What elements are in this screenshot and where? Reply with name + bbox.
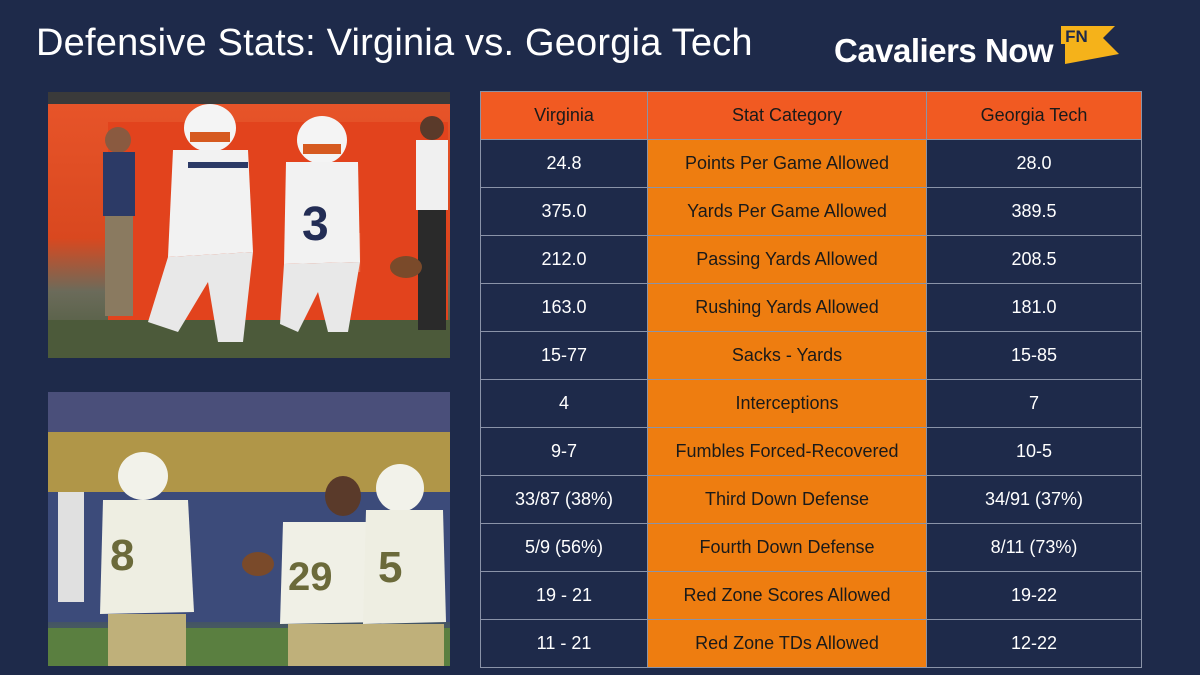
fn-badge-icon: FN bbox=[1061, 24, 1123, 64]
stat-category: Points Per Game Allowed bbox=[647, 139, 927, 188]
table-row: 15-77 Sacks - Yards 15-85 bbox=[480, 331, 1142, 380]
georgia-tech-value: 8/11 (73%) bbox=[926, 523, 1142, 572]
virginia-value: 163.0 bbox=[480, 283, 648, 332]
stat-category: Red Zone Scores Allowed bbox=[647, 571, 927, 620]
column-header-stat-category: Stat Category bbox=[647, 91, 927, 140]
column-header-georgia-tech: Georgia Tech bbox=[926, 91, 1142, 140]
georgia-tech-value: 28.0 bbox=[926, 139, 1142, 188]
virginia-value: 11 - 21 bbox=[480, 619, 648, 668]
page-title: Defensive Stats: Virginia vs. Georgia Te… bbox=[36, 22, 753, 64]
stat-category: Passing Yards Allowed bbox=[647, 235, 927, 284]
stat-category: Sacks - Yards bbox=[647, 331, 927, 380]
georgia-tech-value: 181.0 bbox=[926, 283, 1142, 332]
table-row: 33/87 (38%) Third Down Defense 34/91 (37… bbox=[480, 475, 1142, 524]
brand-logo: Cavaliers Now FN bbox=[834, 24, 1123, 70]
virginia-value: 9-7 bbox=[480, 427, 648, 476]
georgia-tech-players-photo: 8 29 5 bbox=[48, 392, 450, 666]
stat-category: Interceptions bbox=[647, 379, 927, 428]
table-row: 212.0 Passing Yards Allowed 208.5 bbox=[480, 235, 1142, 284]
stat-category: Rushing Yards Allowed bbox=[647, 283, 927, 332]
stat-category: Fourth Down Defense bbox=[647, 523, 927, 572]
georgia-tech-jersey-number-3: 5 bbox=[378, 543, 402, 592]
georgia-tech-value: 15-85 bbox=[926, 331, 1142, 380]
virginia-value: 375.0 bbox=[480, 187, 648, 236]
stat-category: Fumbles Forced-Recovered bbox=[647, 427, 927, 476]
column-header-virginia: Virginia bbox=[480, 91, 648, 140]
virginia-players-photo: arl 3 bbox=[48, 92, 450, 358]
georgia-tech-value: 34/91 (37%) bbox=[926, 475, 1142, 524]
virginia-value: 4 bbox=[480, 379, 648, 428]
georgia-tech-jersey-number-1: 8 bbox=[110, 531, 134, 580]
georgia-tech-value: 10-5 bbox=[926, 427, 1142, 476]
georgia-tech-value: 208.5 bbox=[926, 235, 1142, 284]
virginia-value: 15-77 bbox=[480, 331, 648, 380]
georgia-tech-value: 389.5 bbox=[926, 187, 1142, 236]
georgia-tech-value: 12-22 bbox=[926, 619, 1142, 668]
stat-category: Red Zone TDs Allowed bbox=[647, 619, 927, 668]
table-row: 11 - 21 Red Zone TDs Allowed 12-22 bbox=[480, 619, 1142, 668]
table-row: 163.0 Rushing Yards Allowed 181.0 bbox=[480, 283, 1142, 332]
table-row: 4 Interceptions 7 bbox=[480, 379, 1142, 428]
fn-badge-label: FN bbox=[1065, 27, 1088, 46]
virginia-value: 19 - 21 bbox=[480, 571, 648, 620]
table-row: 19 - 21 Red Zone Scores Allowed 19-22 bbox=[480, 571, 1142, 620]
table-header-row: Virginia Stat Category Georgia Tech bbox=[480, 91, 1142, 140]
virginia-value: 24.8 bbox=[480, 139, 648, 188]
table-row: 9-7 Fumbles Forced-Recovered 10-5 bbox=[480, 427, 1142, 476]
virginia-value: 212.0 bbox=[480, 235, 648, 284]
virginia-jersey-number: 3 bbox=[302, 198, 329, 251]
table-row: 375.0 Yards Per Game Allowed 389.5 bbox=[480, 187, 1142, 236]
stat-category: Yards Per Game Allowed bbox=[647, 187, 927, 236]
stat-category: Third Down Defense bbox=[647, 475, 927, 524]
georgia-tech-value: 7 bbox=[926, 379, 1142, 428]
georgia-tech-value: 19-22 bbox=[926, 571, 1142, 620]
table-row: 24.8 Points Per Game Allowed 28.0 bbox=[480, 139, 1142, 188]
virginia-value: 5/9 (56%) bbox=[480, 523, 648, 572]
table-row: 5/9 (56%) Fourth Down Defense 8/11 (73%) bbox=[480, 523, 1142, 572]
georgia-tech-jersey-number-2: 29 bbox=[288, 555, 333, 599]
brand-name: Cavaliers Now bbox=[834, 32, 1054, 69]
defensive-stats-table: Virginia Stat Category Georgia Tech 24.8… bbox=[480, 91, 1142, 668]
virginia-value: 33/87 (38%) bbox=[480, 475, 648, 524]
